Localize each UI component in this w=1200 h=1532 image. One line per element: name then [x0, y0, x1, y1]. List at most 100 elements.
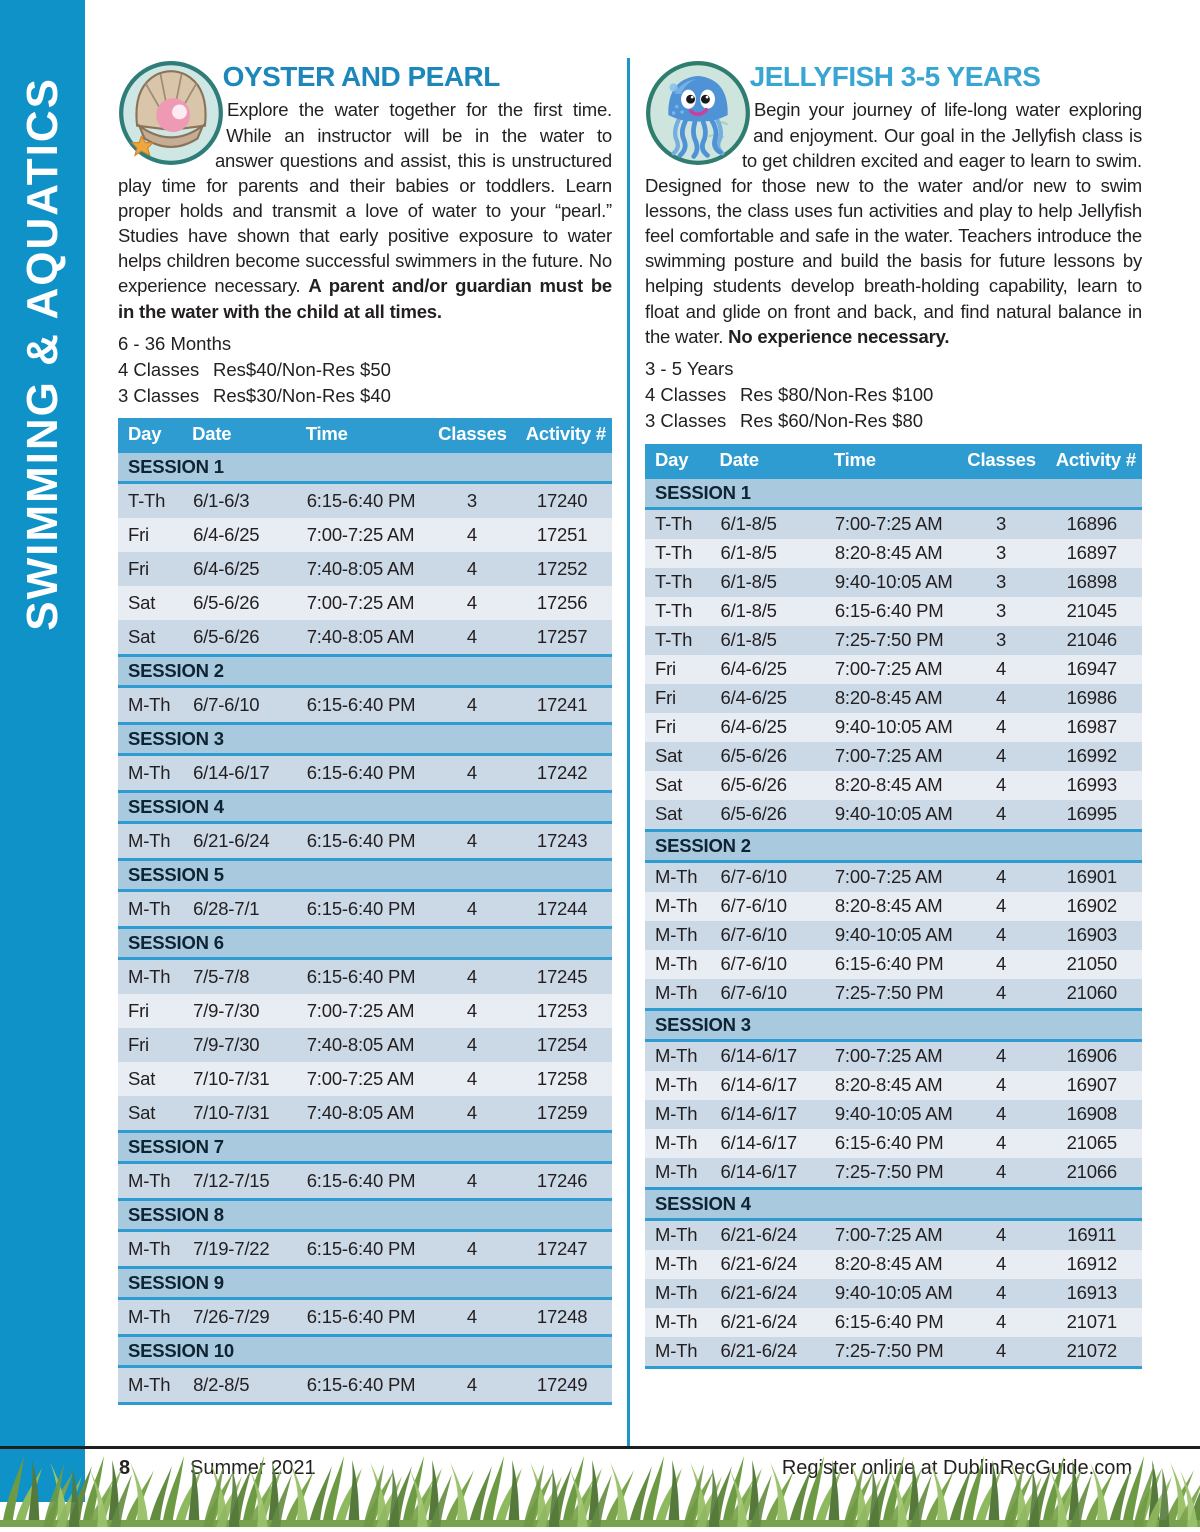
table-cell: 3	[960, 567, 1043, 597]
table-cell: 16993	[1042, 770, 1142, 800]
table-cell: 16987	[1042, 712, 1142, 742]
table-cell: Sat	[118, 1096, 193, 1132]
table-cell: 16898	[1042, 567, 1142, 597]
table-header-row: Day Date Time Classes Activity #	[118, 418, 612, 452]
footer-rule	[0, 1446, 1200, 1449]
table-row: Fri 6/4-6/25 7:00-7:25 AM 4 16947	[645, 654, 1142, 684]
table-row: M-Th 6/7-6/10 8:20-8:45 AM 4 16902	[645, 891, 1142, 921]
table-cell: 17248	[513, 1298, 612, 1336]
table-cell: 4	[431, 822, 514, 860]
table-cell: 6/14-6/17	[719, 1128, 834, 1158]
table-cell: Fri	[645, 712, 720, 742]
table-row: M-Th 6/21-6/24 6:15-6:40 PM 4 17243	[118, 822, 612, 860]
table-row: Sat 6/5-6/26 9:40-10:05 AM 4 16995	[645, 799, 1142, 831]
table-cell: Sat	[645, 741, 720, 771]
table-cell: 6:15-6:40 PM	[305, 1366, 432, 1406]
table-cell: 6/1-8/5	[719, 596, 834, 626]
price-row: 4 Classes Res $80/Non-Res $100	[645, 382, 1142, 408]
session-label: SESSION 6	[118, 926, 612, 961]
table-cell: 7/9-7/30	[192, 994, 306, 1029]
table-cell: 3	[960, 625, 1043, 655]
session-header-row: SESSION 4	[645, 1186, 1142, 1221]
table-cell: 4	[431, 1366, 514, 1406]
table-cell: 4	[431, 958, 514, 995]
table-cell: 8:20-8:45 AM	[833, 538, 961, 568]
table-cell: T-Th	[118, 482, 193, 519]
table-cell: 4	[960, 654, 1043, 684]
session-header-row: SESSION 1	[645, 475, 1142, 510]
table-cell: 6/1-6/3	[192, 482, 306, 519]
table-cell: 6:15-6:40 PM	[305, 1298, 432, 1336]
description-text: Begin your journey of life-long water ex…	[645, 99, 1142, 347]
table-cell: 6/21-6/24	[719, 1278, 834, 1308]
program-meta-jellyfish: 3 - 5 Years 4 Classes Res $80/Non-Res $1…	[645, 356, 1142, 434]
table-cell: 7:00-7:25 AM	[305, 994, 432, 1029]
table-cell: 6/4-6/25	[192, 552, 306, 587]
table-cell: 17253	[513, 994, 612, 1029]
program-section-oyster: OYSTER AND PEARL Explore the water toget…	[118, 60, 612, 1406]
session-label: SESSION 2	[118, 654, 612, 689]
table-cell: 7:00-7:25 AM	[833, 654, 961, 684]
table-cell: Fri	[645, 683, 720, 713]
session-header-row: SESSION 7	[118, 1130, 612, 1165]
session-label: SESSION 5	[118, 858, 612, 893]
table-cell: 6:15-6:40 PM	[305, 1162, 432, 1200]
table-cell: 6:15-6:40 PM	[305, 890, 432, 928]
table-cell: 16995	[1042, 799, 1142, 831]
table-cell: 4	[960, 1099, 1043, 1129]
table-cell: 4	[960, 1336, 1043, 1369]
table-cell: Sat	[118, 1062, 193, 1097]
jellyfish-icon	[645, 60, 751, 166]
table-cell: 6/21-6/24	[719, 1336, 834, 1369]
table-row: M-Th 6/14-6/17 7:25-7:50 PM 4 21066	[645, 1157, 1142, 1189]
age-range: 3 - 5 Years	[645, 357, 734, 379]
table-cell: 4	[431, 552, 514, 587]
table-row: Fri 6/4-6/25 9:40-10:05 AM 4 16987	[645, 712, 1142, 742]
table-cell: 7:00-7:25 AM	[833, 1219, 961, 1250]
table-cell: M-Th	[118, 890, 193, 928]
table-cell: 16897	[1042, 538, 1142, 568]
table-cell: M-Th	[645, 1278, 720, 1308]
table-cell: 6/14-6/17	[719, 1070, 834, 1100]
table-cell: 9:40-10:05 AM	[833, 567, 961, 597]
table-header-row: Day Date Time Classes Activity #	[645, 443, 1142, 478]
table-cell: 4	[431, 890, 514, 928]
table-cell: 4	[960, 1307, 1043, 1337]
table-cell: 17240	[513, 482, 612, 519]
table-cell: Sat	[645, 799, 720, 831]
column-header: Day	[645, 443, 720, 478]
age-range: 6 - 36 Months	[118, 332, 232, 354]
session-header-row: SESSION 4	[118, 790, 612, 825]
table-cell: M-Th	[645, 1157, 720, 1189]
table-cell: 21050	[1042, 949, 1142, 979]
table-row: Sat 6/5-6/26 8:20-8:45 AM 4 16993	[645, 770, 1142, 800]
table-cell: 17247	[513, 1230, 612, 1268]
table-cell: 21065	[1042, 1128, 1142, 1158]
table-cell: 4	[431, 1298, 514, 1336]
table-cell: 17245	[513, 958, 612, 995]
table-cell: Fri	[645, 654, 720, 684]
table-row: M-Th 7/19-7/22 6:15-6:40 PM 4 17247	[118, 1230, 612, 1268]
table-cell: 6/4-6/25	[192, 518, 306, 553]
table-cell: M-Th	[118, 1298, 193, 1336]
table-cell: 6/1-8/5	[719, 508, 834, 539]
column-header: Classes	[960, 443, 1043, 478]
schedule-table-jellyfish: Day Date Time Classes Activity # SESSION 1 T-T…	[645, 443, 1142, 1369]
table-cell: 17241	[513, 686, 612, 724]
table-cell: 7:25-7:50 PM	[833, 1157, 961, 1189]
table-cell: M-Th	[118, 958, 193, 995]
table-cell: 4	[960, 1157, 1043, 1189]
table-cell: 6/5-6/26	[192, 620, 306, 656]
table-cell: 17259	[513, 1096, 612, 1132]
table-cell: M-Th	[645, 1099, 720, 1129]
column-header: Classes	[431, 418, 514, 452]
price-value: Res $80/Non-Res $100	[740, 383, 934, 405]
table-cell: 17258	[513, 1062, 612, 1097]
table-cell: 6/28-7/1	[192, 890, 306, 928]
table-cell: 7/10-7/31	[192, 1096, 306, 1132]
table-cell: 8:20-8:45 AM	[833, 770, 961, 800]
session-label: SESSION 1	[645, 475, 1142, 510]
table-cell: 6/21-6/24	[719, 1307, 834, 1337]
table-cell: M-Th	[645, 1219, 720, 1250]
schedule-table-oyster: Day Date Time Classes Activity # SESSION 1 T-T…	[118, 418, 612, 1406]
